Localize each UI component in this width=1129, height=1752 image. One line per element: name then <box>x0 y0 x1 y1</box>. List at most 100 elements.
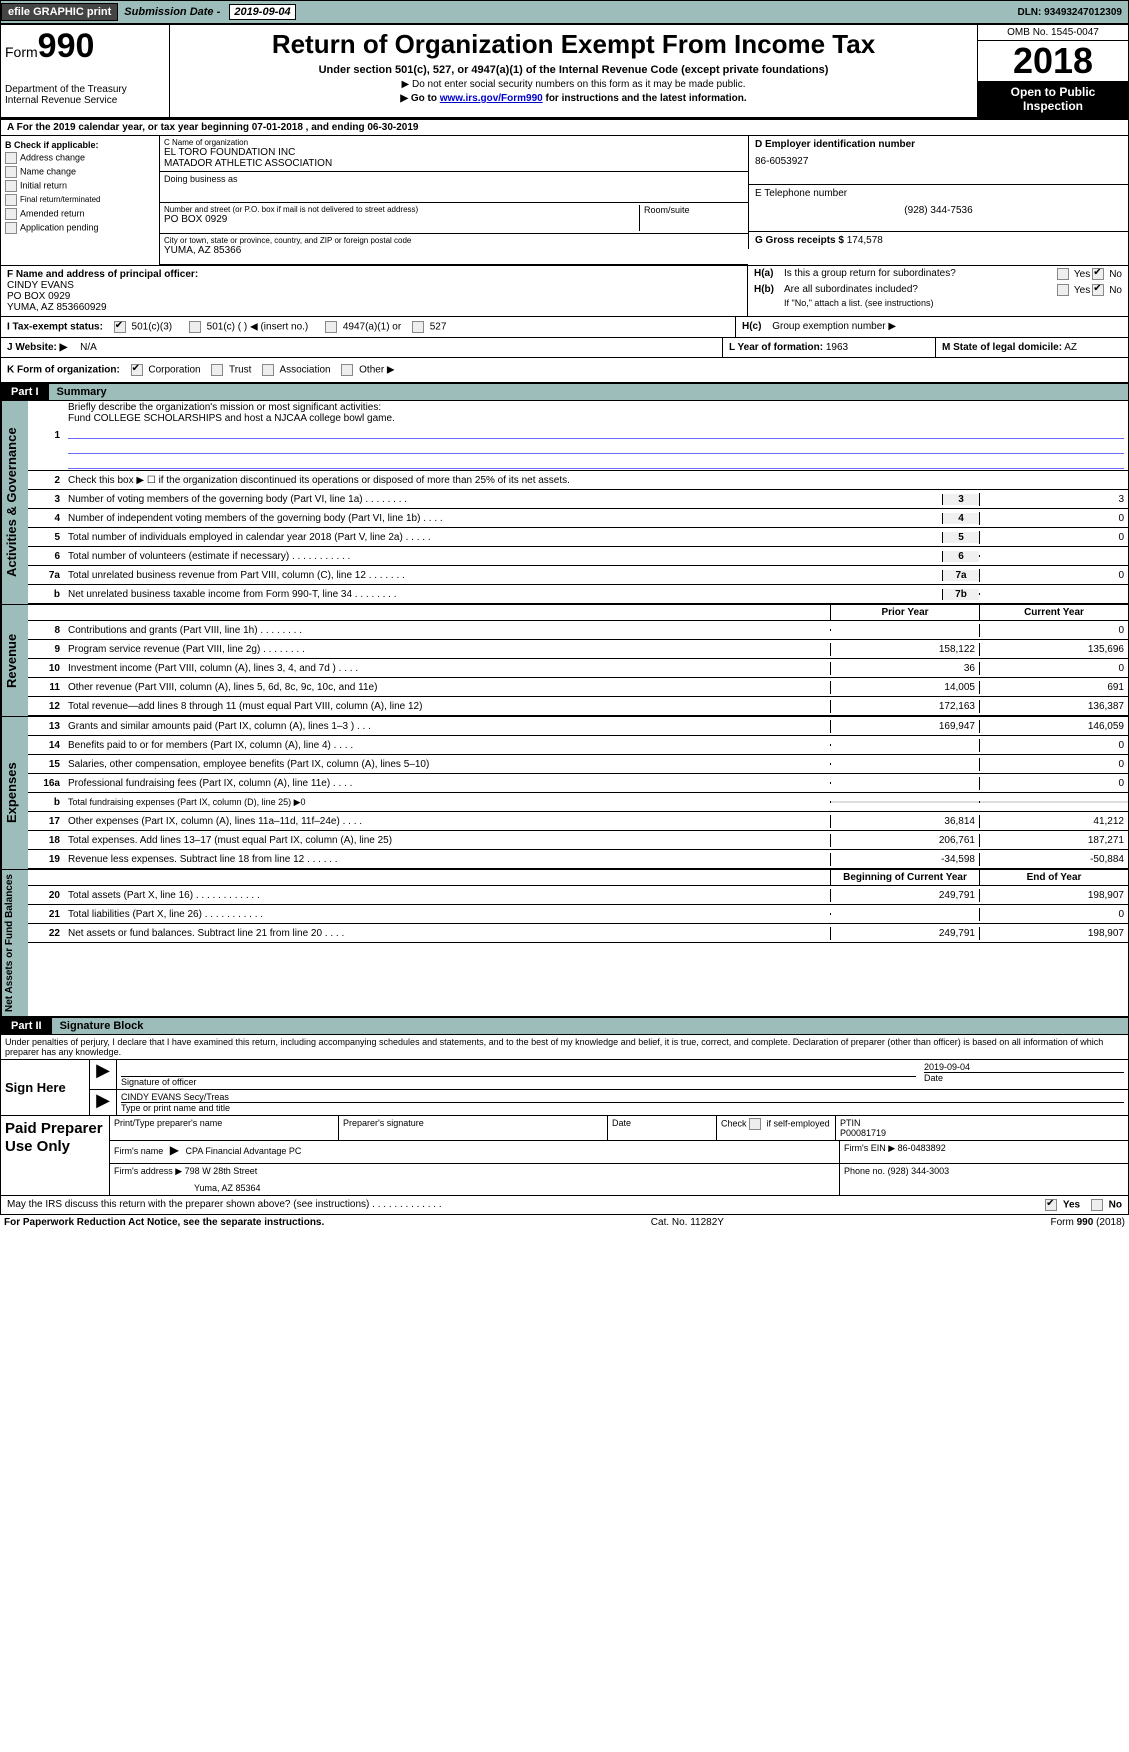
firm-addr2: Yuma, AZ 85364 <box>194 1183 835 1193</box>
firm-name-label: Firm's name <box>114 1146 163 1156</box>
governance-section: Activities & Governance 1 Briefly descri… <box>0 401 1129 605</box>
org-name-2: MATADOR ATHLETIC ASSOCIATION <box>164 158 744 169</box>
sign-arrow-icon: ▶ <box>90 1060 117 1089</box>
hb-note: If "No," attach a list. (see instruction… <box>748 298 1128 310</box>
irs-link[interactable]: www.irs.gov/Form990 <box>440 93 543 104</box>
revenue-line: 12Total revenue—add lines 8 through 11 (… <box>28 697 1128 716</box>
part-ii-label: Part II <box>1 1018 52 1034</box>
street-value: PO BOX 0929 <box>164 214 639 225</box>
ptin-label: PTIN <box>840 1118 1124 1128</box>
ha-no-checkbox[interactable] <box>1092 268 1104 280</box>
header-left: Form990 Department of the Treasury Inter… <box>1 25 170 117</box>
expense-line: 17Other expenses (Part IX, column (A), l… <box>28 812 1128 831</box>
header-center: Return of Organization Exempt From Incom… <box>170 25 977 117</box>
checkbox-final-return[interactable] <box>5 194 17 206</box>
gov-line: 3Number of voting members of the governi… <box>28 490 1128 509</box>
prior-year-header: Prior Year <box>830 605 979 620</box>
officer-name-title: CINDY EVANS Secy/Treas <box>121 1092 1124 1103</box>
section-a-mid: , and ending <box>306 122 368 133</box>
revenue-section: Revenue Prior Year Current Year 8Contrib… <box>0 605 1129 717</box>
j-lm-row: J Website: ▶ N/A L Year of formation: 19… <box>0 338 1129 358</box>
discuss-text: May the IRS discuss this return with the… <box>7 1199 1045 1211</box>
footer-center: Cat. No. 11282Y <box>651 1217 724 1228</box>
expense-line: 16aProfessional fundraising fees (Part I… <box>28 774 1128 793</box>
irs-label: Internal Revenue Service <box>5 95 165 106</box>
sign-section: Sign Here ▶ Signature of officer 2019-09… <box>0 1060 1129 1116</box>
expenses-section: Expenses 13Grants and similar amounts pa… <box>0 717 1129 870</box>
self-employed-checkbox[interactable] <box>749 1118 761 1130</box>
top-bar: efile GRAPHIC print Submission Date - 20… <box>0 0 1129 24</box>
ein-value: 86-6053927 <box>755 156 1122 167</box>
checkbox-name-change[interactable] <box>5 166 17 178</box>
section-b: B Check if applicable: Address change Na… <box>1 136 160 265</box>
omb-number: OMB No. 1545-0047 <box>978 25 1128 41</box>
firm-addr1: 798 W 28th Street <box>185 1166 258 1176</box>
paid-preparer-label: Paid Preparer Use Only <box>1 1116 110 1195</box>
chk-association[interactable] <box>262 364 274 376</box>
firm-phone-label: Phone no. <box>844 1166 885 1176</box>
sig-officer-label: Signature of officer <box>121 1077 916 1087</box>
opt-initial-return: Initial return <box>20 180 67 190</box>
chk-501c[interactable] <box>189 321 201 333</box>
phone-label: E Telephone number <box>755 188 1122 199</box>
section-b-label: B Check if applicable: <box>5 140 155 150</box>
submission-date-value: 2019-09-04 <box>229 4 295 20</box>
line2-text: Check this box ▶ ☐ if the organization d… <box>64 474 1128 487</box>
note-ssn: ▶ Do not enter social security numbers o… <box>174 79 973 90</box>
line1-text: Fund COLLEGE SCHOLARSHIPS and host a NJC… <box>68 413 1124 424</box>
checkbox-amended[interactable] <box>5 208 17 220</box>
gross-receipts-value: 174,578 <box>847 235 883 246</box>
section-k: K Form of organization: Corporation Trus… <box>0 358 1129 383</box>
hb-no-checkbox[interactable] <box>1092 284 1104 296</box>
checkbox-pending[interactable] <box>5 222 17 234</box>
chk-other[interactable] <box>341 364 353 376</box>
c-name-label: C Name of organization <box>164 138 744 147</box>
firm-ein-value: 86-0483892 <box>898 1143 946 1153</box>
f-h-row: F Name and address of principal officer:… <box>0 266 1129 317</box>
preparer-date-label: Date <box>608 1116 717 1140</box>
firm-name-value: CPA Financial Advantage PC <box>186 1146 302 1156</box>
part-i-header: Part I Summary <box>0 383 1129 401</box>
tax-status-label: I Tax-exempt status: <box>7 322 103 333</box>
part-i-title: Summary <box>49 384 1128 400</box>
perjury-text: Under penalties of perjury, I declare th… <box>0 1035 1129 1060</box>
chk-527[interactable] <box>412 321 424 333</box>
part-ii-title: Signature Block <box>52 1018 1128 1034</box>
form-header: Form990 Department of the Treasury Inter… <box>0 24 1129 118</box>
expense-line: 19Revenue less expenses. Subtract line 1… <box>28 850 1128 869</box>
k-label: K Form of organization: <box>7 365 120 376</box>
discuss-yes-checkbox[interactable] <box>1045 1199 1057 1211</box>
checkbox-address-change[interactable] <box>5 152 17 164</box>
gov-line: 6Total number of volunteers (estimate if… <box>28 547 1128 566</box>
ha-yes-checkbox[interactable] <box>1057 268 1069 280</box>
gov-line: 4Number of independent voting members of… <box>28 509 1128 528</box>
expenses-label: Expenses <box>1 717 28 869</box>
chk-501c3[interactable] <box>114 321 126 333</box>
expense-line: 13Grants and similar amounts paid (Part … <box>28 717 1128 736</box>
paid-preparer-section: Paid Preparer Use Only Print/Type prepar… <box>0 1116 1129 1196</box>
discuss-no-checkbox[interactable] <box>1091 1199 1103 1211</box>
opt-final-return: Final return/terminated <box>20 195 100 204</box>
section-a-pre: A For the 2019 calendar year, or tax yea… <box>7 122 252 133</box>
checkbox-initial-return[interactable] <box>5 180 17 192</box>
preparer-name-label: Print/Type preparer's name <box>110 1116 339 1140</box>
ptin-value: P00081719 <box>840 1128 1124 1138</box>
officer-name: CINDY EVANS <box>7 280 741 291</box>
chk-corporation[interactable] <box>131 364 143 376</box>
expense-line: 18Total expenses. Add lines 13–17 (must … <box>28 831 1128 850</box>
right-col: D Employer identification number 86-6053… <box>748 136 1128 265</box>
expense-line: 14Benefits paid to or for members (Part … <box>28 736 1128 755</box>
sign-date-label: Date <box>924 1073 1124 1083</box>
i-hc-row: I Tax-exempt status: 501(c)(3) 501(c) ( … <box>0 317 1129 338</box>
city-label: City or town, state or province, country… <box>164 236 744 245</box>
dba-label: Doing business as <box>164 174 744 184</box>
end-year-header: End of Year <box>979 870 1128 885</box>
website-label: J Website: ▶ <box>7 342 67 353</box>
street-label: Number and street (or P.O. box if mail i… <box>164 205 639 214</box>
chk-trust[interactable] <box>211 364 223 376</box>
officer-addr1: PO BOX 0929 <box>7 291 741 302</box>
hb-text: Are all subordinates included? <box>784 284 1047 296</box>
chk-4947[interactable] <box>325 321 337 333</box>
hb-yes-checkbox[interactable] <box>1057 284 1069 296</box>
firm-phone-value: (928) 344-3003 <box>888 1166 950 1176</box>
